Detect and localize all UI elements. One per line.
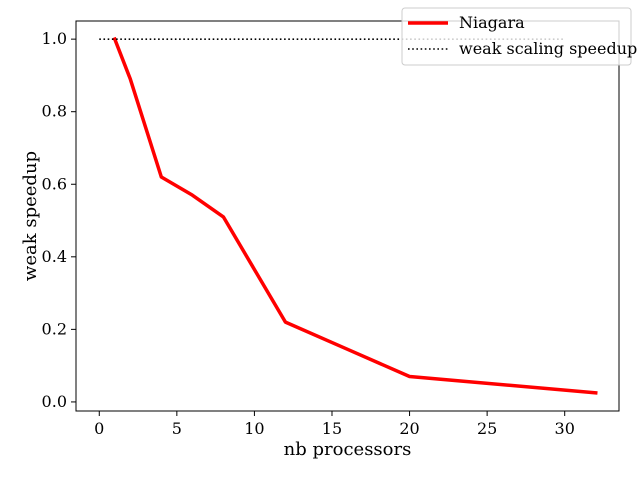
y-axis-label: weak speedup	[20, 151, 41, 281]
series-line-niagara	[112, 36, 598, 395]
x-tick-label: 30	[555, 419, 575, 438]
x-tick-label: 20	[399, 419, 419, 438]
legend-box	[401, 7, 632, 66]
y-tick-label: 0.8	[42, 102, 67, 121]
y-tick-label: 0.0	[42, 392, 67, 411]
x-tick-label: 25	[477, 419, 497, 438]
axes-frame	[75, 20, 620, 412]
y-axis: 0.0 0.2 0.4 0.6 0.8 1.0	[42, 29, 76, 411]
x-tick-label: 5	[172, 419, 182, 438]
series-layer	[99, 36, 598, 395]
x-tick-label: 15	[322, 419, 342, 438]
y-tick-label: 0.6	[42, 174, 67, 193]
y-tick-label: 1.0	[42, 29, 67, 48]
y-tick-label: 0.4	[42, 247, 67, 266]
x-tick-label: 10	[244, 419, 264, 438]
legend-label: weak scaling speedup	[459, 39, 637, 58]
legend: Niagara weak scaling speedup	[401, 7, 637, 66]
legend-label: Niagara	[459, 13, 525, 32]
x-tick-label: 0	[94, 419, 104, 438]
x-axis: 0 5 10 15 20 25 30	[94, 411, 575, 438]
x-axis-label: nb processors	[284, 439, 412, 460]
y-tick-label: 0.2	[42, 319, 67, 338]
